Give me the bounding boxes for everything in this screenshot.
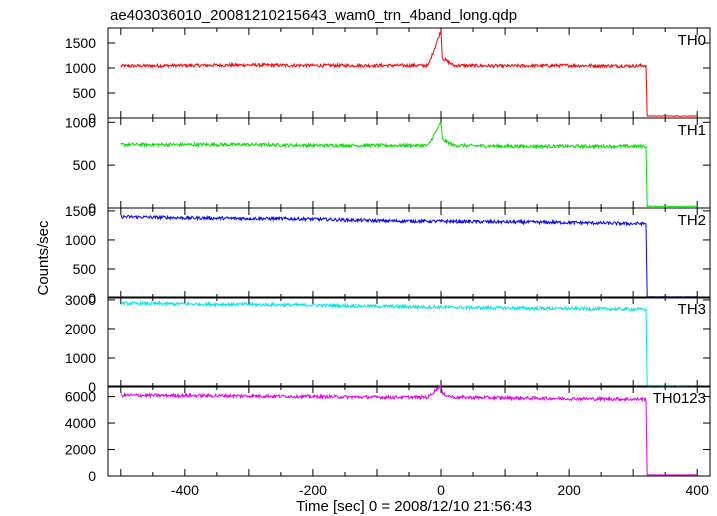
- x-axis-label: Time [sec] 0 = 2008/12/10 21:56:43: [296, 498, 532, 515]
- x-tick-label: -200: [299, 482, 327, 498]
- panel-frame: [107, 117, 711, 209]
- y-tick-label: 6000: [65, 389, 96, 405]
- y-tick-label: 1000: [65, 60, 96, 76]
- panel-label: TH0: [678, 32, 706, 49]
- series-line-th2: [120, 214, 698, 298]
- y-tick-label: 500: [73, 157, 97, 173]
- x-tick-label: 400: [686, 482, 710, 498]
- y-tick-label: 2000: [65, 442, 96, 458]
- panel-th1: 0 500 1000 TH1: [65, 114, 711, 216]
- panel-label: TH2: [678, 212, 706, 229]
- series-line-th0123: [120, 384, 698, 476]
- series-line-th3: [120, 300, 698, 387]
- panel-label: TH0123: [653, 390, 706, 407]
- y-tick-label: 2000: [65, 321, 96, 337]
- y-tick-label: 0: [88, 200, 96, 216]
- y-tick-label: 3000: [65, 292, 96, 308]
- panel-frame: [107, 296, 711, 388]
- panel-stack: 0 500 1000 1500 TH0 0 500 1000 TH1 0 500 1000 1500 TH…: [65, 27, 711, 498]
- panel-th2: 0 500 1000 1500 TH2: [65, 203, 711, 306]
- series-line-th1: [120, 121, 698, 208]
- chart-title: ae403036010_20081210215643_wam0_trn_4ban…: [110, 7, 517, 24]
- panel-frame: [107, 27, 711, 119]
- y-tick-label: 0: [88, 110, 96, 126]
- y-tick-label: 1000: [65, 350, 96, 366]
- panel-th0: 0 500 1000 1500 TH0: [65, 27, 711, 126]
- y-tick-label: 4000: [65, 415, 96, 431]
- y-tick-label: 0: [88, 468, 96, 484]
- series-line-th0: [120, 30, 698, 117]
- y-axis-label: Counts/sec: [35, 220, 52, 296]
- x-tick-label: 200: [557, 482, 581, 498]
- y-tick-label: 1500: [65, 35, 96, 51]
- y-tick-label: 500: [73, 261, 97, 277]
- panel-frame: [107, 207, 711, 299]
- panel-label: TH1: [678, 122, 706, 139]
- y-tick-label: 1500: [65, 203, 96, 219]
- y-tick-label: 0: [88, 379, 96, 395]
- x-tick-label: 0: [437, 482, 445, 498]
- y-tick-label: 500: [73, 85, 97, 101]
- panel-th0123: 0 2000 4000 6000 TH0123: [65, 384, 711, 484]
- x-tick-label: -400: [171, 482, 199, 498]
- panel-th3: 0 1000 2000 3000 TH3: [65, 292, 711, 395]
- y-tick-label: 0: [88, 290, 96, 306]
- y-tick-label: 1000: [65, 114, 96, 130]
- panel-label: TH3: [678, 301, 706, 318]
- y-tick-label: 1000: [65, 232, 96, 248]
